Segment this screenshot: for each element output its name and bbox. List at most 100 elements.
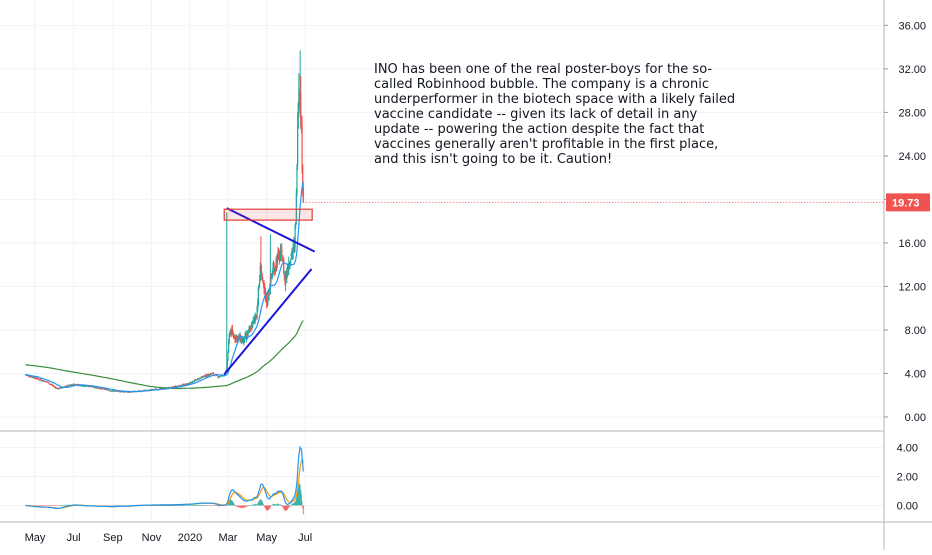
macd-histogram-bar: [114, 505, 116, 506]
candle-body: [29, 376, 31, 378]
candle-body: [228, 341, 230, 352]
candle-body: [117, 390, 120, 392]
candle-body: [221, 375, 223, 377]
candle-body: [119, 391, 122, 393]
candle-body: [52, 385, 54, 387]
candle-body: [94, 387, 96, 389]
candle-body: [55, 387, 57, 389]
macd-histogram-bar: [157, 505, 159, 506]
macd-histogram-bar: [240, 505, 242, 508]
candle-body: [269, 275, 272, 289]
macd-histogram-bar: [289, 505, 291, 507]
candle-body: [234, 337, 236, 340]
candle-body: [243, 336, 246, 344]
macd-tick-label: 4.00: [897, 443, 918, 455]
candle-body: [194, 379, 196, 381]
candle-body: [46, 381, 48, 383]
price-tick-label: 28.00: [898, 107, 926, 119]
macd-histogram-bar: [274, 504, 276, 506]
candle-body: [105, 388, 107, 390]
macd-histogram-bar: [165, 505, 167, 506]
macd-axis: 4.00 2.00 0.00: [897, 443, 918, 513]
macd-histogram-bar: [292, 503, 294, 506]
candle-body: [45, 381, 47, 383]
macd-histogram-bar: [242, 505, 244, 508]
macd-histogram-bar: [298, 482, 300, 506]
candle-body: [298, 88, 300, 104]
price-tick-label: 24.00: [898, 151, 926, 163]
macd-histogram-bar: [210, 505, 213, 506]
candle-body: [87, 385, 89, 387]
macd-histogram-bar: [43, 505, 46, 506]
macd-histogram-bar: [233, 503, 235, 506]
annotation-line: vaccine candidate -- given its lack of d…: [374, 107, 698, 122]
macd-histogram-bar: [171, 505, 173, 506]
macd-histogram-bar: [206, 505, 208, 506]
candle-body: [60, 387, 63, 389]
macd-histogram-bar: [265, 505, 267, 510]
candle-body: [234, 336, 237, 341]
macd-histogram-bar: [244, 505, 246, 508]
candle-body: [297, 103, 299, 127]
macd-histogram-bar: [189, 505, 191, 506]
candle-body: [193, 381, 195, 383]
price-tick-label: 16.00: [898, 238, 926, 250]
candle-body: [284, 275, 287, 285]
macd-histogram-bar: [255, 504, 258, 506]
macd-histogram-bar: [194, 505, 196, 506]
macd-histogram-bar: [38, 505, 41, 506]
candle-body: [226, 359, 228, 370]
candle-body: [174, 386, 177, 388]
candle-body: [187, 383, 189, 385]
macd-histogram-bar: [176, 505, 178, 506]
macd-histogram-bar: [160, 505, 163, 506]
macd-tick-label: 2.00: [897, 472, 918, 484]
macd-histogram-bar: [53, 505, 55, 506]
candle-body: [216, 374, 218, 376]
candle-body: [302, 187, 304, 203]
candle-body: [229, 332, 231, 336]
candle-body: [282, 260, 284, 262]
macd-histogram-bar: [284, 505, 286, 511]
candle-body: [236, 335, 238, 341]
macd-histogram-bar: [276, 503, 278, 506]
macd-histogram-bar: [239, 505, 241, 508]
candle-body: [196, 378, 198, 380]
macd-histogram-bar: [172, 505, 175, 506]
candle-body: [195, 379, 197, 381]
candle-body: [118, 391, 120, 393]
candle-body: [49, 383, 51, 385]
candle-body: [232, 332, 234, 337]
moving-average-fast: [25, 181, 304, 393]
macd-histogram-bar: [119, 505, 122, 506]
macd-histogram-bar: [188, 505, 190, 506]
candle-body: [248, 328, 251, 331]
candle-body: [203, 375, 205, 377]
macd-histogram-bar: [186, 505, 188, 506]
candle-body: [279, 256, 281, 260]
candle-body: [112, 390, 114, 392]
candle-body: [69, 384, 71, 386]
macd-histogram-bar: [190, 505, 192, 506]
candle-body: [33, 377, 35, 379]
macd-histogram-bar: [108, 505, 110, 506]
macd-histogram-bar: [271, 505, 273, 506]
candle-body: [171, 386, 173, 388]
candle-body: [246, 335, 248, 337]
candle-body: [200, 378, 202, 380]
macd-histogram-bar: [59, 505, 61, 506]
candle-body: [291, 251, 294, 256]
candle-body: [217, 376, 219, 378]
candle-body: [295, 193, 297, 221]
macd-histogram-bar: [295, 497, 297, 506]
macd-histogram-bar: [62, 505, 64, 506]
macd-histogram-bar: [58, 505, 60, 506]
macd-histogram-bar: [229, 499, 232, 506]
candle-body: [111, 390, 113, 392]
candle-body: [219, 376, 221, 378]
candle-body: [74, 384, 76, 386]
macd-histogram-bar: [169, 505, 172, 506]
candle-body: [186, 383, 188, 385]
